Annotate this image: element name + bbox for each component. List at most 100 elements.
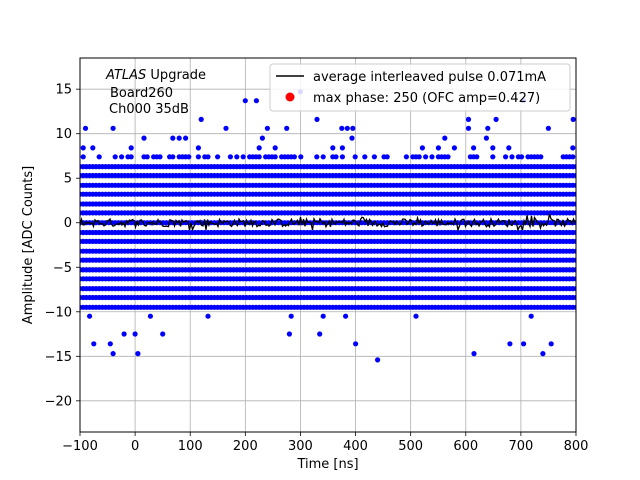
sample-point [121, 331, 127, 337]
sample-point [223, 125, 229, 131]
atlas-italic: ATLAS [105, 68, 146, 83]
y-axis-label: Amplitude [ADC Counts] [21, 166, 36, 324]
sample-point [384, 154, 390, 160]
x-tick-label: 800 [564, 439, 589, 454]
sample-point [160, 331, 166, 337]
legend-box [269, 63, 571, 112]
sample-point [506, 145, 512, 151]
sample-point [256, 154, 262, 160]
average-pulse-line-group [80, 213, 576, 233]
sample-point [198, 116, 204, 122]
sample-point [314, 116, 320, 122]
x-tick-label: 700 [508, 439, 533, 454]
sample-point [288, 313, 294, 319]
sample-point [110, 351, 116, 357]
sample-point [256, 145, 262, 151]
sample-point [573, 267, 576, 273]
sample-point [471, 145, 477, 151]
sample-point [490, 154, 496, 160]
sample-point [87, 313, 93, 319]
sample-point [147, 313, 153, 319]
x-tick-label: 500 [398, 439, 423, 454]
sample-point [107, 341, 113, 347]
sample-point [548, 341, 554, 347]
sample-point [339, 125, 345, 131]
sample-point [485, 125, 491, 131]
sample-point [573, 286, 576, 292]
sample-point [234, 154, 240, 160]
sample-point [110, 125, 116, 131]
sample-point [540, 351, 546, 357]
sample-point [362, 154, 368, 160]
sample-point [205, 313, 211, 319]
sample-point [242, 98, 248, 104]
sample-point [465, 125, 472, 131]
x-tick-label: 0 [131, 439, 139, 454]
sample-point [375, 357, 381, 363]
y-tick-label: 10 [55, 127, 72, 142]
sample-point [253, 98, 259, 104]
sample-point [416, 154, 422, 160]
sample-point [141, 135, 147, 141]
atlas-label: ATLAS Upgrade [105, 68, 206, 83]
sample-point [128, 154, 134, 160]
sample-point [195, 154, 201, 160]
grid [79, 58, 577, 432]
y-tick-label: −15 [45, 350, 72, 365]
plot-area [80, 58, 576, 432]
x-tick-label: −100 [62, 439, 98, 454]
sample-point [451, 145, 457, 151]
sample-point [320, 313, 326, 319]
sample-point [423, 154, 429, 160]
atlas-annotation: ATLAS Upgrade Board260 Ch000 35dB [105, 68, 206, 117]
sample-point [519, 154, 525, 160]
sample-point [195, 145, 201, 151]
y-tick-label: 15 [55, 83, 72, 98]
sample-point [119, 154, 125, 160]
sample-point [317, 331, 323, 337]
sample-point [419, 145, 425, 151]
sample-point [264, 125, 270, 131]
sample-point [227, 154, 233, 160]
sample-point [573, 201, 576, 207]
sample-point [521, 341, 527, 347]
sample-point [507, 341, 513, 347]
x-tick-label: 100 [178, 439, 203, 454]
sample-point [573, 276, 576, 282]
x-axis-label: Time [ns] [296, 457, 358, 472]
sample-point [176, 135, 182, 141]
x-tick-label: 400 [343, 439, 368, 454]
sample-point [350, 125, 356, 131]
sample-point [545, 125, 552, 131]
sample-point [284, 125, 290, 131]
sample-point [573, 164, 576, 170]
legend: average interleaved pulse 0.071mA max ph… [269, 63, 571, 112]
atlas-upgrade: Upgrade [150, 68, 206, 83]
sample-point [493, 116, 499, 122]
sample-point [528, 313, 534, 319]
sample-point [320, 154, 326, 160]
legend-entry-max-phase: max phase: 250 (OFC amp=0.427) [313, 91, 540, 106]
sample-point [509, 154, 515, 160]
legend-red-dot-swatch [285, 92, 295, 102]
sample-point [286, 331, 292, 337]
sample-point [353, 341, 359, 347]
sample-point [349, 135, 355, 141]
sample-point [205, 154, 211, 160]
sample-point [352, 154, 358, 160]
sample-point [371, 154, 377, 160]
sample-point [80, 154, 86, 160]
tick-labels: −100 0 100 200 300 400 500 600 700 800−20−15−10−5… [45, 83, 589, 454]
sample-point [96, 154, 102, 160]
sample-point [429, 154, 435, 160]
sample-point [183, 135, 189, 141]
sample-point [291, 154, 297, 160]
sample-point [573, 210, 576, 216]
sample-point [474, 154, 480, 160]
sample-point [570, 154, 576, 160]
sample-point [132, 331, 138, 337]
y-tick-label: −10 [45, 305, 72, 320]
sample-point [573, 191, 576, 197]
sample-point [339, 145, 345, 151]
sample-point [445, 154, 451, 160]
